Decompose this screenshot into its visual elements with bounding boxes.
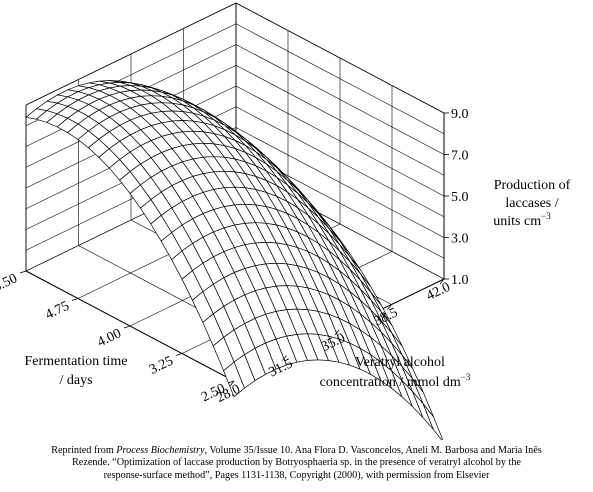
response-surface — [25, 80, 444, 440]
y-tick-label: 4.75 — [43, 299, 72, 323]
side-wall-grid-line — [235, 127, 445, 238]
x-tick-mark — [334, 329, 340, 336]
y-tick-label: 4.00 — [95, 326, 124, 350]
y-tick-mark — [19, 270, 27, 274]
y-tick-mark — [123, 325, 131, 329]
credit-journal: Process Biochemistry — [116, 445, 205, 456]
x-tick-mark — [439, 278, 445, 285]
z-tick-label: 9.0 — [451, 107, 469, 122]
z-tick-label: 7.0 — [451, 149, 469, 164]
z-tick-label: 1.0 — [451, 273, 469, 288]
surface-cell — [422, 403, 444, 440]
side-top-edge — [235, 2, 445, 114]
x-axis-label-line1: Veratryl alcohol — [355, 355, 445, 370]
side-wall-grid-line — [235, 23, 445, 135]
side-wall-grid-line — [235, 85, 445, 197]
y-tick-label: 3.25 — [147, 354, 176, 378]
y-axis-label-line2: / days — [59, 373, 92, 388]
credit-line1-rest: , Volume 35/Issue 10. Ana Flora D. Vasco… — [204, 445, 542, 456]
credit-prefix: Reprinted from — [51, 445, 117, 456]
z-axis-label-text: units cm — [493, 214, 541, 229]
credit-line-1: Reprinted from Process Biochemistry, Vol… — [8, 445, 585, 457]
side-wall-grid-line — [235, 106, 445, 218]
z-axis-label-sup: −3 — [541, 211, 551, 221]
side-wall-grid-line — [235, 44, 445, 155]
z-tick-label: 3.0 — [451, 232, 469, 247]
z-axis-label-line2: laccases / — [505, 196, 558, 211]
credit-line-2: Rezende. “Optimization of laccase produc… — [72, 457, 521, 469]
back-top-edge — [25, 2, 237, 106]
y-axis-label-line1: Fermentation time — [24, 354, 127, 369]
credit-line-3: response-surface method”, Pages 1131-113… — [103, 469, 490, 481]
x-tick-mark — [387, 304, 392, 310]
surface-chart: 28.031.535.038.542.02.503.254.004.755.50… — [0, 2, 571, 440]
x-tick-mark — [229, 380, 235, 387]
side-wall-grid-line — [235, 64, 445, 176]
y-tick-label: 5.50 — [0, 271, 20, 295]
z-tick-label: 5.0 — [451, 190, 469, 205]
z-axis-label-line3: units cm−3 — [493, 211, 551, 229]
y-tick-mark — [175, 353, 183, 356]
x-axis-label-text: concentration / mmol dm — [320, 375, 461, 390]
x-tick-label: 42.0 — [424, 280, 453, 304]
x-axis-label-line2: concentration / mmol dm−3 — [320, 372, 471, 390]
y-tick-mark — [71, 298, 79, 301]
y-tick-mark — [227, 380, 235, 384]
z-axis-label-line1: Production of — [494, 178, 571, 193]
x-tick-mark — [282, 355, 287, 361]
copyright-credit: Reprinted from Process Biochemistry, Vol… — [8, 445, 585, 482]
x-axis-label-sup: −3 — [461, 372, 471, 382]
